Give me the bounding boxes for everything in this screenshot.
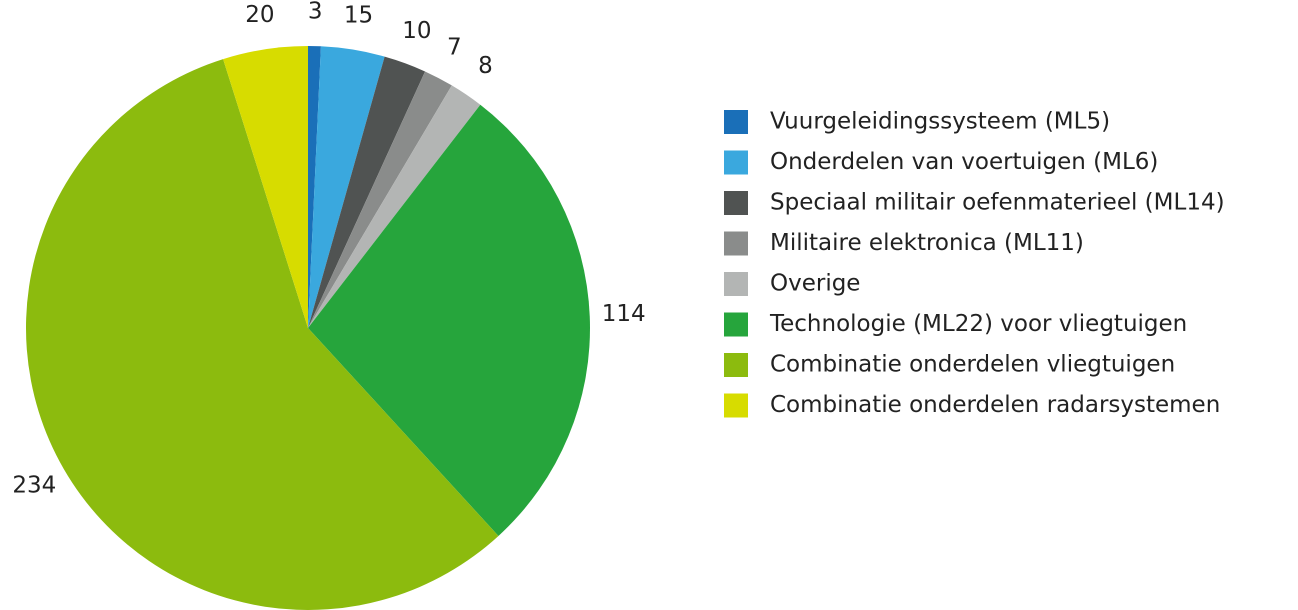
legend-swatch — [724, 272, 748, 296]
pie-slice — [308, 46, 321, 328]
legend-label: Speciaal militair oefenmaterieel (ML14) — [770, 190, 1225, 216]
data-label: 7 — [447, 34, 462, 60]
data-label: 15 — [344, 3, 373, 29]
data-label: 10 — [402, 18, 431, 44]
legend-label: Technologie (ML22) voor vliegtuigen — [769, 311, 1187, 337]
data-label: 234 — [12, 473, 56, 499]
pie-slice — [26, 59, 499, 610]
pie-slice — [308, 56, 426, 328]
legend-label: Overige — [770, 271, 860, 297]
data-label: 114 — [602, 301, 646, 327]
pie-slice — [308, 46, 385, 329]
pie-slice — [308, 104, 590, 536]
legend-label: Onderdelen van voertuigen (ML6) — [770, 149, 1158, 175]
legend-swatch — [724, 150, 748, 175]
pie-slice — [308, 71, 452, 329]
data-label: 20 — [245, 2, 274, 28]
legend-swatch — [724, 191, 748, 215]
legend-swatch — [724, 353, 748, 377]
data-label: 3 — [308, 0, 323, 25]
legend-label: Vuurgeleidingssysteem (ML5) — [770, 109, 1110, 135]
legend-label: Militaire elektronica (ML11) — [770, 230, 1084, 256]
pie-slice — [308, 85, 481, 328]
pie-slice — [223, 46, 308, 328]
legend-swatch — [724, 110, 748, 134]
legend-swatch — [724, 312, 748, 337]
legend-swatch — [724, 393, 748, 418]
legend-swatch — [724, 231, 748, 256]
data-label: 8 — [478, 53, 493, 79]
legend-label: Combinatie onderdelen radarsystemen — [770, 392, 1220, 418]
legend-label: Combinatie onderdelen vliegtuigen — [770, 352, 1175, 378]
